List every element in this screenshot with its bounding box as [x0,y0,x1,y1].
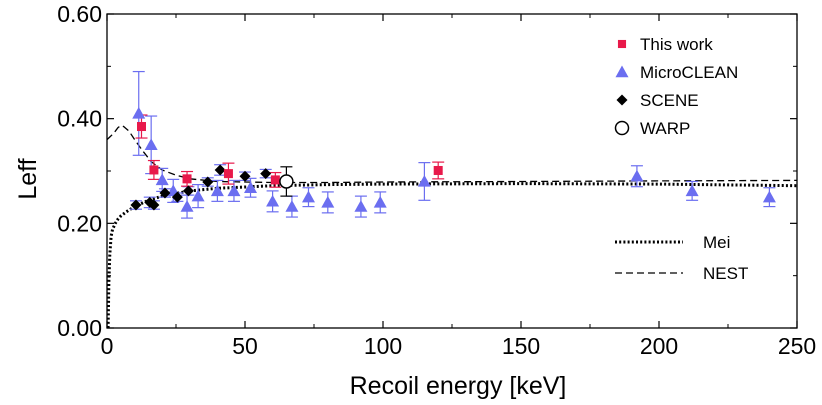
legend-label-microclean: MicroCLEAN [640,63,738,82]
point-scene [148,199,160,211]
point-scene [159,187,171,199]
x-tick-label: 200 [640,333,678,359]
point-microclean [266,194,280,207]
point-microclean [762,190,776,203]
x-tick-label: 50 [232,333,258,359]
x-tick-label: 100 [364,333,402,359]
point-microclean [191,189,205,202]
point-this-work [270,175,280,185]
axis-ticks [106,13,798,329]
point-microclean [227,184,241,197]
point-scene [130,199,142,211]
point-microclean [373,195,387,208]
point-microclean [155,173,169,186]
legend-marker-this-work [617,39,627,49]
legend-markers [614,39,630,136]
point-microclean [417,174,431,187]
legend-label-mei: Mei [703,233,730,252]
x-tick-label: 150 [502,333,540,359]
point-scene [202,176,214,188]
point-microclean [354,200,368,212]
y-tick-label: 0.60 [57,1,102,27]
point-microclean [144,138,158,151]
y-tick-label: 0.20 [57,210,102,236]
point-scene [260,168,272,180]
plot-frame [106,13,798,329]
point-scene [171,191,183,203]
point-microclean [630,169,644,182]
point-scene [182,185,194,197]
point-this-work [137,122,146,132]
point-scene [214,164,226,176]
point-microclean [210,184,224,197]
point-this-work [149,165,159,175]
legend-marker-microclean [615,65,629,78]
x-tick-label: 250 [778,333,816,359]
plot-area-border [106,13,798,329]
point-microclean [685,184,699,197]
point-microclean [301,190,315,203]
legend-label-warp: WARP [640,119,690,138]
legend: This work MicroCLEAN SCENE WARP Mei NEST [614,35,748,283]
y-axis-title: Leff [14,158,42,199]
point-microclean [321,195,335,208]
legend-marker-scene [616,94,628,106]
legend-lines [615,240,683,274]
y-tick-label: 0.00 [57,315,102,341]
point-this-work [182,174,192,184]
point-microclean [180,200,194,212]
point-warp [279,174,294,189]
curve-nest [106,124,798,184]
x-axis-title: Recoil energy [keV] [350,372,567,400]
x-tick-label: 0 [101,333,114,359]
tick-labels: 0 50 100 150 200 250 0.00 0.20 0.40 0.60 [57,1,816,359]
data-markers [130,106,776,212]
legend-label-this-work: This work [640,35,713,54]
curve-mei [106,182,798,329]
point-microclean [132,106,146,119]
legend-label-nest: NEST [703,264,748,283]
legend-label-scene: SCENE [640,91,699,110]
point-scene [239,170,251,182]
legend-marker-warp [614,120,630,136]
point-microclean [285,200,299,212]
model-curves [106,124,798,329]
point-microclean [244,181,258,193]
point-this-work [433,165,443,175]
point-this-work [223,169,233,179]
y-tick-label: 0.40 [57,106,102,132]
